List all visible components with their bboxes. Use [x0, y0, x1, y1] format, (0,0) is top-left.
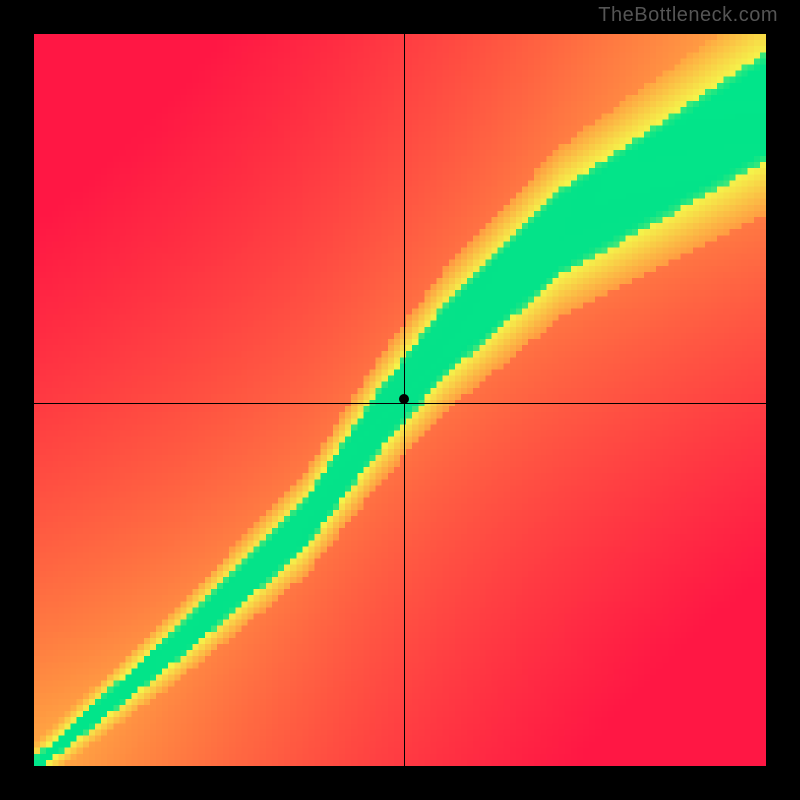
chart-container: TheBottleneck.com	[0, 0, 800, 800]
frame-bottom	[0, 766, 800, 800]
frame-left	[0, 34, 34, 766]
watermark-text: TheBottleneck.com	[598, 4, 778, 27]
frame-right	[766, 34, 800, 766]
crosshair-horizontal	[34, 403, 766, 404]
